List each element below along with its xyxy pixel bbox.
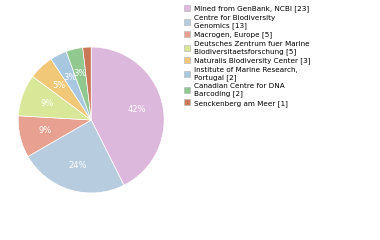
Text: 3%: 3% <box>63 73 77 82</box>
Wedge shape <box>28 120 124 193</box>
Text: 9%: 9% <box>40 99 53 108</box>
Text: 5%: 5% <box>52 81 65 90</box>
Text: 24%: 24% <box>68 161 87 170</box>
Wedge shape <box>51 51 91 120</box>
Legend: Mined from GenBank, NCBI [23], Centre for Biodiversity
Genomics [13], Macrogen, : Mined from GenBank, NCBI [23], Centre fo… <box>182 4 312 108</box>
Wedge shape <box>91 47 164 185</box>
Wedge shape <box>18 76 91 120</box>
Wedge shape <box>83 47 91 120</box>
Text: 9%: 9% <box>38 126 52 135</box>
Text: 42%: 42% <box>128 105 147 114</box>
Wedge shape <box>33 59 91 120</box>
Text: 3%: 3% <box>74 69 87 78</box>
Wedge shape <box>66 48 91 120</box>
Wedge shape <box>18 116 91 156</box>
